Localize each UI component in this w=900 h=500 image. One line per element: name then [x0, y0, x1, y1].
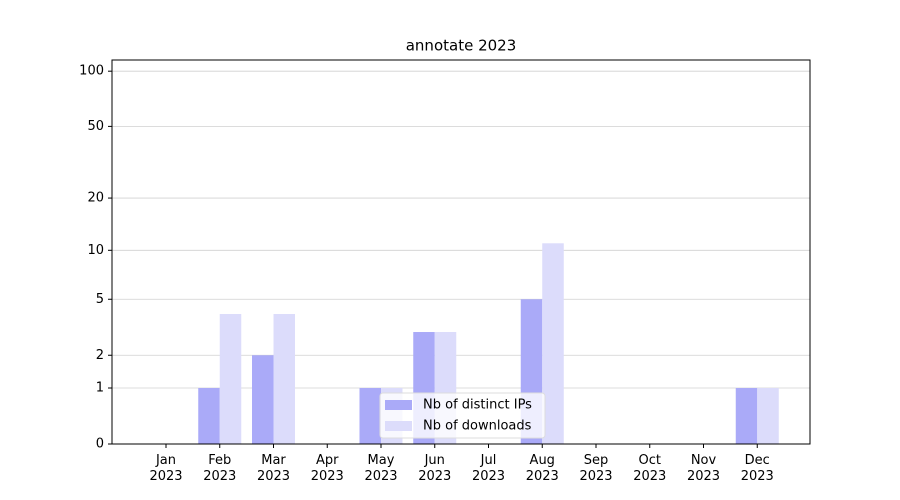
- bar: [359, 388, 381, 444]
- legend-label: Nb of downloads: [423, 419, 532, 434]
- legend-swatch: [385, 400, 412, 410]
- y-tick-label: 50: [87, 119, 104, 134]
- bar: [252, 355, 274, 444]
- bar: [735, 388, 758, 444]
- x-tick-label: Apr 2023: [310, 453, 344, 484]
- bar: [219, 313, 242, 444]
- y-tick-label: 10: [87, 243, 104, 258]
- bar: [273, 313, 295, 444]
- bar: [198, 388, 220, 444]
- bar: [757, 388, 779, 444]
- x-tick-label: Aug 2023: [525, 453, 559, 484]
- y-tick-label: 100: [79, 64, 104, 79]
- x-tick-label: Jan 2023: [149, 453, 183, 484]
- x-tick-label: Oct 2023: [633, 453, 667, 484]
- x-tick-label: May 2023: [364, 453, 398, 484]
- x-tick-label: Sep 2023: [579, 453, 613, 484]
- legend-box: [379, 392, 546, 439]
- x-tick-label: Nov 2023: [686, 453, 721, 484]
- plot-frame: [111, 59, 811, 445]
- y-tick-label: 1: [96, 381, 104, 396]
- x-tick-label: Mar 2023: [256, 453, 291, 484]
- bar: [542, 243, 564, 444]
- legend-label: Nb of distinct IPs: [423, 398, 532, 413]
- legend-swatch: [385, 421, 412, 431]
- y-tick-label: 20: [87, 191, 104, 206]
- x-tick-label: Jun 2023: [418, 453, 452, 484]
- x-tick-label: Dec 2023: [740, 453, 774, 484]
- x-tick-label: Feb 2023: [203, 453, 237, 484]
- y-tick-label: 2: [96, 348, 104, 363]
- y-tick-label: 5: [96, 292, 104, 307]
- legend: Nb of distinct IPs Nb of downloads: [379, 392, 546, 439]
- y-tick-label: 0: [96, 437, 104, 452]
- chart-title: annotate 2023: [406, 37, 517, 55]
- x-tick-label: Jul 2023: [471, 453, 506, 484]
